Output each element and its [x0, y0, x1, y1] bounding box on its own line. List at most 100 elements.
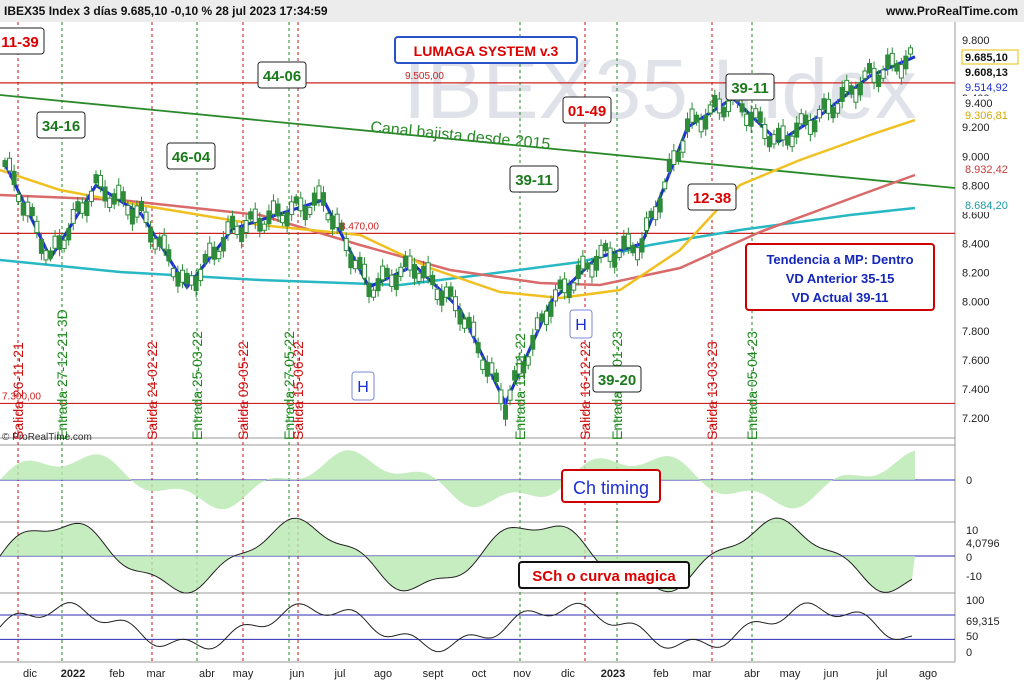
- candle-body: [603, 242, 609, 252]
- x-axis-label: may: [780, 668, 801, 680]
- candle-body: [612, 254, 618, 268]
- candle-body: [402, 255, 408, 268]
- candle-body: [275, 203, 281, 217]
- h-marker: H: [575, 317, 587, 334]
- sch-box: [518, 561, 690, 589]
- candle-body: [261, 223, 267, 231]
- price-tag-box: [962, 96, 1018, 110]
- candle-body: [516, 359, 522, 375]
- chart-title: IBEX35 Index 3 días 9.685,10 -0,10 % 28 …: [4, 4, 328, 18]
- candle-body: [685, 118, 690, 133]
- candle-body: [703, 114, 709, 130]
- candle-body: [867, 63, 872, 74]
- candle-body: [880, 69, 886, 79]
- price-tag: 8.684,20: [965, 200, 1008, 212]
- candle-body: [630, 245, 636, 254]
- price-tick: 9.000: [962, 151, 990, 163]
- candle-body: [634, 247, 640, 261]
- candle-body: [493, 372, 499, 383]
- candle-body: [125, 205, 131, 216]
- osc-axis-label: 0: [966, 647, 972, 659]
- candle-body: [139, 200, 144, 212]
- candle-body: [70, 208, 76, 224]
- info-box: [745, 243, 935, 311]
- candle-body: [302, 205, 308, 221]
- candle-body: [744, 113, 750, 127]
- candle-body: [853, 88, 859, 103]
- candle-body: [343, 237, 349, 252]
- candle-body: [671, 150, 677, 165]
- candle-body: [79, 202, 85, 214]
- candle-body: [698, 119, 704, 133]
- candle-body: [116, 184, 122, 200]
- x-axis-label: abr: [199, 668, 215, 680]
- candle-body: [84, 201, 90, 217]
- candle-body: [826, 98, 832, 114]
- price-tag-box: [962, 162, 1018, 176]
- candle-body: [694, 114, 700, 123]
- candle-body: [380, 265, 386, 281]
- candle-body: [179, 269, 185, 283]
- trend-line: [0, 94, 956, 189]
- chart-labels: Salida 26-11-21 Entrada 27-12-21 3D Salida…: [0, 27, 935, 443]
- candle-body: [666, 158, 672, 172]
- price-tick: 8.400: [962, 239, 990, 251]
- candle-body: [93, 174, 99, 184]
- ch-axis-label: 0: [966, 475, 972, 487]
- x-axis-label: nov: [513, 668, 531, 680]
- candle-body: [662, 181, 668, 190]
- copyright: © ProRealTime.com: [2, 432, 92, 443]
- signal-box: [509, 165, 559, 193]
- candle-body: [616, 250, 622, 259]
- candle-body: [225, 221, 231, 236]
- candle-body: [270, 200, 276, 215]
- candle-body: [762, 124, 768, 140]
- price-tag: 8.932,42: [965, 164, 1008, 176]
- price-tag-box: [962, 65, 1018, 79]
- candle-body: [766, 136, 772, 148]
- candle-body: [189, 275, 195, 286]
- candle-body: [830, 107, 836, 119]
- info-box-line: Tendencia a MP: Dentro: [766, 252, 913, 267]
- signal-label: Salida 26-11-21: [10, 342, 26, 440]
- candle-body: [175, 271, 181, 287]
- candle-body: [284, 212, 290, 227]
- x-axis-label: jul: [875, 668, 887, 680]
- candle-body: [443, 286, 449, 298]
- osc-line: [0, 602, 913, 653]
- candle-body: [348, 253, 354, 269]
- candle-body: [102, 186, 108, 202]
- candle-body: [371, 289, 377, 298]
- candle-body: [43, 250, 49, 261]
- signal-box: [592, 365, 642, 393]
- candle-body: [20, 202, 26, 216]
- candle-body: [553, 289, 559, 302]
- signal-label: Entrada 25-03-22: [189, 331, 205, 440]
- price-tag: 9.306,81: [965, 110, 1008, 122]
- price-tick: 8.800: [962, 180, 990, 192]
- candle-body: [161, 234, 167, 250]
- candle-body: [198, 268, 204, 282]
- candle-body: [748, 111, 754, 127]
- candle-body: [539, 313, 545, 322]
- candle-body: [16, 193, 22, 202]
- candle-body: [848, 85, 854, 95]
- candle-body: [34, 220, 40, 234]
- signal-label: Entrada 05-04-23: [744, 331, 760, 440]
- candle-body: [280, 214, 286, 224]
- sch-axis-label: -10: [966, 571, 982, 583]
- price-tick: 9.800: [962, 35, 990, 47]
- osc-axis-label: 69,315: [966, 616, 1000, 628]
- candle-body: [75, 201, 81, 212]
- candle-body: [466, 316, 472, 329]
- signal-box-text: 39-20: [598, 372, 636, 389]
- title-bar: [0, 0, 1024, 22]
- x-axis-label: jun: [823, 668, 839, 680]
- candle-body: [321, 192, 326, 206]
- signal-box-text: 44-06: [263, 68, 301, 85]
- candle-body: [252, 208, 258, 223]
- candle-body: [134, 205, 140, 218]
- level-label: 9.505,00: [405, 71, 444, 82]
- x-axis-label: 2023: [601, 668, 625, 680]
